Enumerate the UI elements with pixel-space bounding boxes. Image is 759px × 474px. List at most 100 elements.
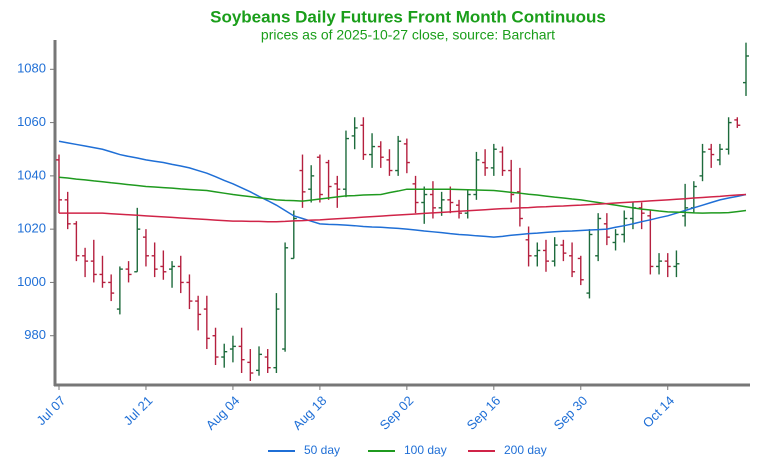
ohlc-bar [743, 42, 749, 96]
ohlc-bar [508, 159, 515, 203]
y-tick-label: 1080 [17, 61, 46, 76]
ohlc-bar [673, 250, 680, 278]
ohlc-bar [716, 143, 723, 166]
ohlc-bar [116, 266, 123, 315]
ohlc-bar [169, 261, 176, 288]
ma-line [59, 193, 747, 223]
ohlc-bar [734, 117, 741, 128]
ohlc-bar [360, 117, 367, 160]
ohlc-bar [569, 242, 576, 278]
legend-label: 200 day [504, 443, 547, 457]
ohlc-bar [325, 159, 332, 200]
ohlc-bar [256, 346, 263, 376]
ohlc-bar [725, 117, 732, 155]
y-tick-label: 1040 [17, 167, 46, 182]
ohlc-bar [664, 253, 671, 278]
ohlc-bar [64, 191, 71, 230]
ohlc-bar [369, 133, 376, 168]
ohlc-bar [482, 149, 489, 176]
ohlc-bar [412, 175, 419, 214]
ohlc-bar [299, 154, 306, 208]
x-tick-label: Sep 02 [377, 393, 417, 433]
ohlc-bar [499, 146, 506, 176]
ohlc-bar [525, 226, 532, 267]
y-tick-label: 980 [24, 327, 46, 342]
ohlc-bar [621, 210, 628, 243]
ohlc-bar [264, 349, 271, 374]
ohlc-bar [108, 274, 115, 302]
ohlc-bar [134, 207, 141, 273]
ma-line [58, 140, 747, 238]
ohlc-bar [699, 143, 706, 182]
ohlc-bar [212, 327, 219, 366]
ohlc-bar [351, 117, 358, 150]
ohlc-bar [186, 274, 193, 310]
ohlc-bar [395, 135, 402, 176]
ohlc-bar [56, 154, 62, 214]
chart-subtitle: prices as of 2025-10-27 close, source: B… [261, 27, 555, 43]
y-tick-label: 1060 [17, 114, 46, 129]
ohlc-bar [708, 143, 715, 168]
x-tick-label: Aug 04 [203, 393, 243, 433]
ohlc-bar [551, 237, 558, 267]
ohlc-bar [473, 151, 480, 200]
ohlc-bar [656, 253, 663, 275]
ohlc-bar [612, 229, 619, 251]
ohlc-bar [464, 189, 471, 219]
ohlc-bar [386, 149, 393, 176]
ohlc-bar [273, 293, 280, 374]
ohlc-bar [282, 242, 289, 352]
ohlc-bar [647, 210, 654, 275]
x-tick-label: Sep 16 [464, 393, 504, 433]
ohlc-bar [577, 255, 584, 286]
x-tick-label: Oct 14 [640, 393, 678, 431]
ohlc-bar [516, 167, 523, 227]
y-tick-label: 1020 [17, 221, 46, 236]
ohlc-bar [456, 199, 463, 219]
ohlc-bar [534, 242, 541, 267]
ohlc-bar [595, 213, 602, 262]
ohlc-bar [151, 242, 158, 278]
ohlc-bar [229, 335, 236, 363]
x-tick-label: Sep 30 [551, 393, 591, 433]
ohlc-bar [638, 202, 645, 230]
ohlc-bar [160, 250, 167, 280]
ohlc-bar [316, 154, 323, 203]
ohlc-bar [203, 295, 210, 350]
ohlc-bar [177, 255, 184, 294]
ohlc-bar [560, 239, 567, 262]
ohlc-bar [342, 130, 349, 198]
ohlc-bar [490, 143, 497, 176]
ohlc-bar [99, 255, 106, 288]
ohlc-bar [421, 186, 428, 224]
ohlc-bar [377, 141, 384, 168]
ohlc-bar [542, 239, 549, 272]
ohlc-bar [125, 261, 132, 283]
legend-label: 50 day [304, 443, 340, 457]
ohlc-bar [403, 138, 410, 174]
ohlc-bar [82, 247, 89, 278]
y-tick-label: 1000 [17, 274, 46, 289]
ohlc-bar [221, 343, 228, 368]
ohlc-bar [586, 229, 593, 299]
ohlc-bar [73, 221, 80, 262]
x-tick-label: Jul 07 [33, 393, 68, 428]
ma-line [58, 176, 747, 214]
ohlc-bar [90, 239, 97, 283]
chart-title: Soybeans Daily Futures Front Month Conti… [210, 7, 606, 26]
x-tick-label: Aug 18 [290, 393, 330, 433]
ohlc-bar [195, 295, 202, 331]
ohlc-bar [629, 202, 636, 230]
ohlc-bar [238, 327, 245, 374]
ohlc-bar [334, 175, 341, 208]
ohlc-bar [447, 186, 454, 214]
ohlc-bar [142, 229, 149, 267]
ohlc-bar [682, 183, 689, 227]
ohlc-bar [308, 165, 315, 203]
x-tick-label: Jul 21 [120, 393, 155, 428]
ohlc-bar [247, 349, 254, 382]
ohlc-bar [290, 210, 297, 260]
legend-label: 100 day [404, 443, 447, 457]
